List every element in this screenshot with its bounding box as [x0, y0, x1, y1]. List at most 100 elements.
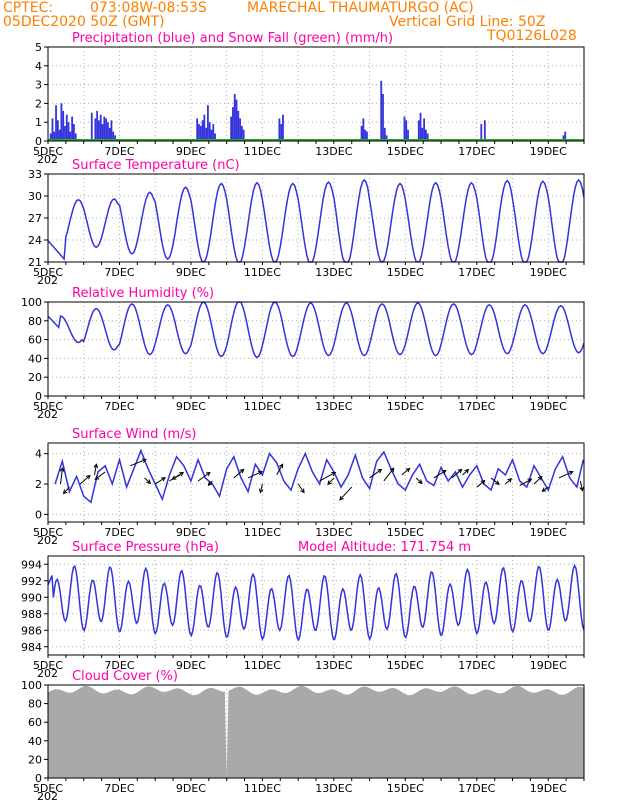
x-tick-label: 7DEC: [104, 400, 134, 413]
precip-bar: [366, 131, 368, 141]
y-tick-label: 30: [28, 190, 42, 203]
wind-arrow-head: [331, 471, 337, 477]
x-tick-label: 9DEC: [176, 526, 206, 539]
precip-bar: [108, 127, 111, 141]
panel-frame: [47, 555, 585, 656]
precip-bar: [55, 105, 57, 141]
wind-arrow-head: [537, 475, 543, 481]
x-tick-label: 5DEC: [33, 659, 63, 672]
wind-arrow-shaft: [433, 470, 446, 479]
y-tick-label: 5: [35, 41, 42, 54]
wind-arrow-head: [258, 488, 264, 494]
wind-arrow-shaft: [383, 467, 395, 482]
wind-arrow-head: [62, 489, 68, 495]
precip-bar: [230, 116, 233, 141]
y-tick-label: 994: [21, 558, 42, 571]
x-tick-label: 11DEC: [244, 266, 281, 279]
x-tick-label: 19DEC: [530, 526, 567, 539]
wind-arrow-head: [278, 463, 284, 469]
wind-arrow-head: [327, 480, 332, 486]
wind-arrow-shaft: [154, 477, 166, 485]
panel-frame: [47, 46, 585, 142]
y-tick-label: 20: [28, 753, 42, 766]
humidity-line: [47, 301, 585, 359]
y-tick-label: 992: [21, 575, 42, 588]
y-tick-label: 0: [35, 135, 42, 148]
precip-bar: [96, 110, 99, 141]
wind-arrow-shaft: [95, 471, 106, 480]
wind-arrow-shaft: [327, 477, 335, 485]
wind-arrow-shaft: [369, 469, 382, 479]
x-tick-label: 17DEC: [458, 526, 495, 539]
wind-arrow-head: [464, 468, 470, 474]
precip-bar: [242, 129, 245, 141]
wind-arrow-head: [239, 468, 245, 474]
x-tick-label: 17DEC: [458, 145, 495, 158]
precip-bar: [90, 112, 93, 141]
x-year-label: 202: [37, 153, 58, 166]
x-tick-label: 13DEC: [315, 400, 352, 413]
y-tick-label: 21: [28, 256, 42, 269]
cloud-cover-area: [48, 685, 584, 778]
x-year-label: 202: [37, 667, 58, 680]
y-tick-label: 100: [21, 679, 42, 692]
x-tick-label: 5DEC: [33, 782, 63, 795]
x-tick-label: 15DEC: [387, 400, 424, 413]
panel-humidity: 0 20 40 60 80 100 5DEC 7DEC 9DEC 11DEC 13DEC 15DEC 1…: [21, 286, 585, 421]
y-tick-label: 4: [35, 60, 42, 73]
y-tick-label: 100: [21, 296, 42, 309]
precip-bar: [237, 110, 240, 141]
y-tick-label: 986: [21, 624, 42, 637]
wind-arrow-head: [579, 486, 585, 492]
wind-arrow-shaft: [542, 486, 549, 492]
precip-bar: [364, 129, 367, 141]
precip-bar: [360, 125, 363, 141]
precip-bar: [403, 116, 406, 141]
wind-arrow-shaft: [339, 486, 353, 501]
x-tick-label: 15DEC: [387, 266, 424, 279]
wind-arrow-shaft: [144, 477, 151, 484]
wind-arrow-head: [59, 467, 65, 472]
precip-bar: [233, 94, 236, 141]
precip-bar: [362, 118, 365, 141]
precip-bar: [203, 114, 206, 141]
precip-bar: [380, 80, 383, 141]
x-tick-label: 7DEC: [104, 145, 134, 158]
precip-bar: [98, 120, 100, 141]
wind-arrow-shaft: [197, 472, 211, 482]
header-date: 05DEC2020 50Z (GMT): [3, 14, 165, 30]
precip-bar: [65, 114, 68, 141]
wind-arrow-shaft: [533, 476, 543, 485]
x-year-label: 202: [37, 274, 58, 287]
x-tick-label: 19DEC: [530, 145, 567, 158]
precip-bar: [383, 127, 386, 141]
wind-arrow-head: [300, 488, 305, 494]
precip-bar: [426, 133, 429, 141]
x-tick-label: 9DEC: [176, 782, 206, 795]
panel-title: Surface Temperature (nC): [72, 158, 240, 173]
precip-bar: [385, 135, 388, 141]
y-tick-label: 4: [35, 448, 42, 461]
wind-arrow-shaft: [579, 480, 583, 491]
wind-arrow-head: [507, 478, 513, 483]
precip-bar: [240, 125, 243, 141]
wind-arrow-shaft: [490, 477, 500, 485]
header-grid-info: Vertical Grid Line: 50Z: [389, 14, 546, 30]
precip-bar: [73, 124, 75, 141]
precip-bar: [69, 131, 72, 141]
wind-arrow-shaft: [519, 478, 532, 486]
wind-arrow-shaft: [276, 464, 284, 476]
y-tick-label: 3: [35, 79, 42, 92]
precip-bar: [198, 124, 200, 141]
wind-arrow-shaft: [172, 474, 181, 480]
panel-frame: [47, 301, 585, 397]
wind-arrow-head: [541, 487, 547, 492]
wind-arrow-shaft: [319, 472, 336, 482]
precip-bar: [417, 120, 420, 141]
precip-bar: [562, 135, 565, 141]
precip-bar: [196, 118, 199, 141]
precip-bar: [405, 120, 408, 141]
wind-arrow-shaft: [462, 469, 469, 476]
precip-bar: [60, 103, 63, 141]
